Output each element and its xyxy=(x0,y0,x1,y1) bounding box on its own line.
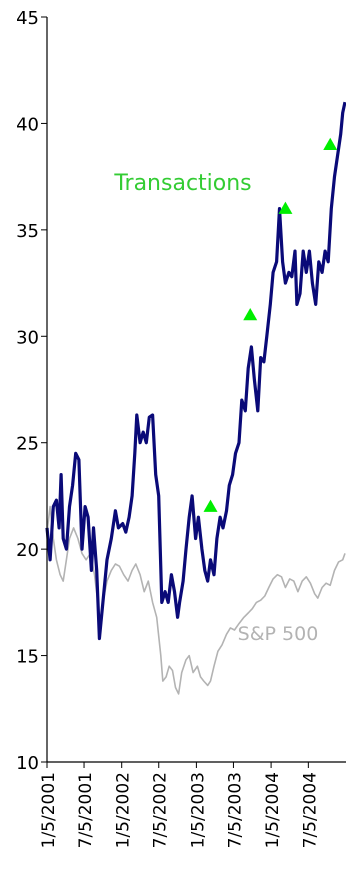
x-tick-label: 1/5/2001 xyxy=(39,772,59,848)
transaction-marker xyxy=(278,201,293,214)
y-tick-label: 35 xyxy=(16,221,39,242)
y-tick-label: 30 xyxy=(16,327,39,348)
y-tick-label: 40 xyxy=(16,114,39,135)
annotation-sp500: S&P 500 xyxy=(238,623,319,645)
x-tick-label: 1/5/2003 xyxy=(188,772,208,848)
x-tick-label: 1/5/2002 xyxy=(114,772,134,848)
y-tick-label: 10 xyxy=(16,753,39,774)
x-tick-label: 7/5/2002 xyxy=(151,772,171,848)
y-tick-label: 25 xyxy=(16,434,39,455)
y-tick-label: 20 xyxy=(16,540,39,561)
y-tick-label: 45 xyxy=(16,8,39,29)
series-line-stock xyxy=(45,101,346,641)
y-tick-label: 15 xyxy=(16,647,39,668)
x-tick-label: 7/5/2001 xyxy=(76,772,96,848)
transaction-marker xyxy=(203,499,218,512)
x-tick-label: 1/5/2004 xyxy=(263,772,283,848)
x-tick-label: 7/5/2003 xyxy=(225,772,245,848)
series-line-sp500 xyxy=(46,505,346,695)
annotation-transactions: Transactions xyxy=(113,171,251,196)
transaction-marker xyxy=(323,137,338,150)
transaction-marker xyxy=(243,308,258,321)
x-tick-label: 7/5/2004 xyxy=(300,772,320,848)
